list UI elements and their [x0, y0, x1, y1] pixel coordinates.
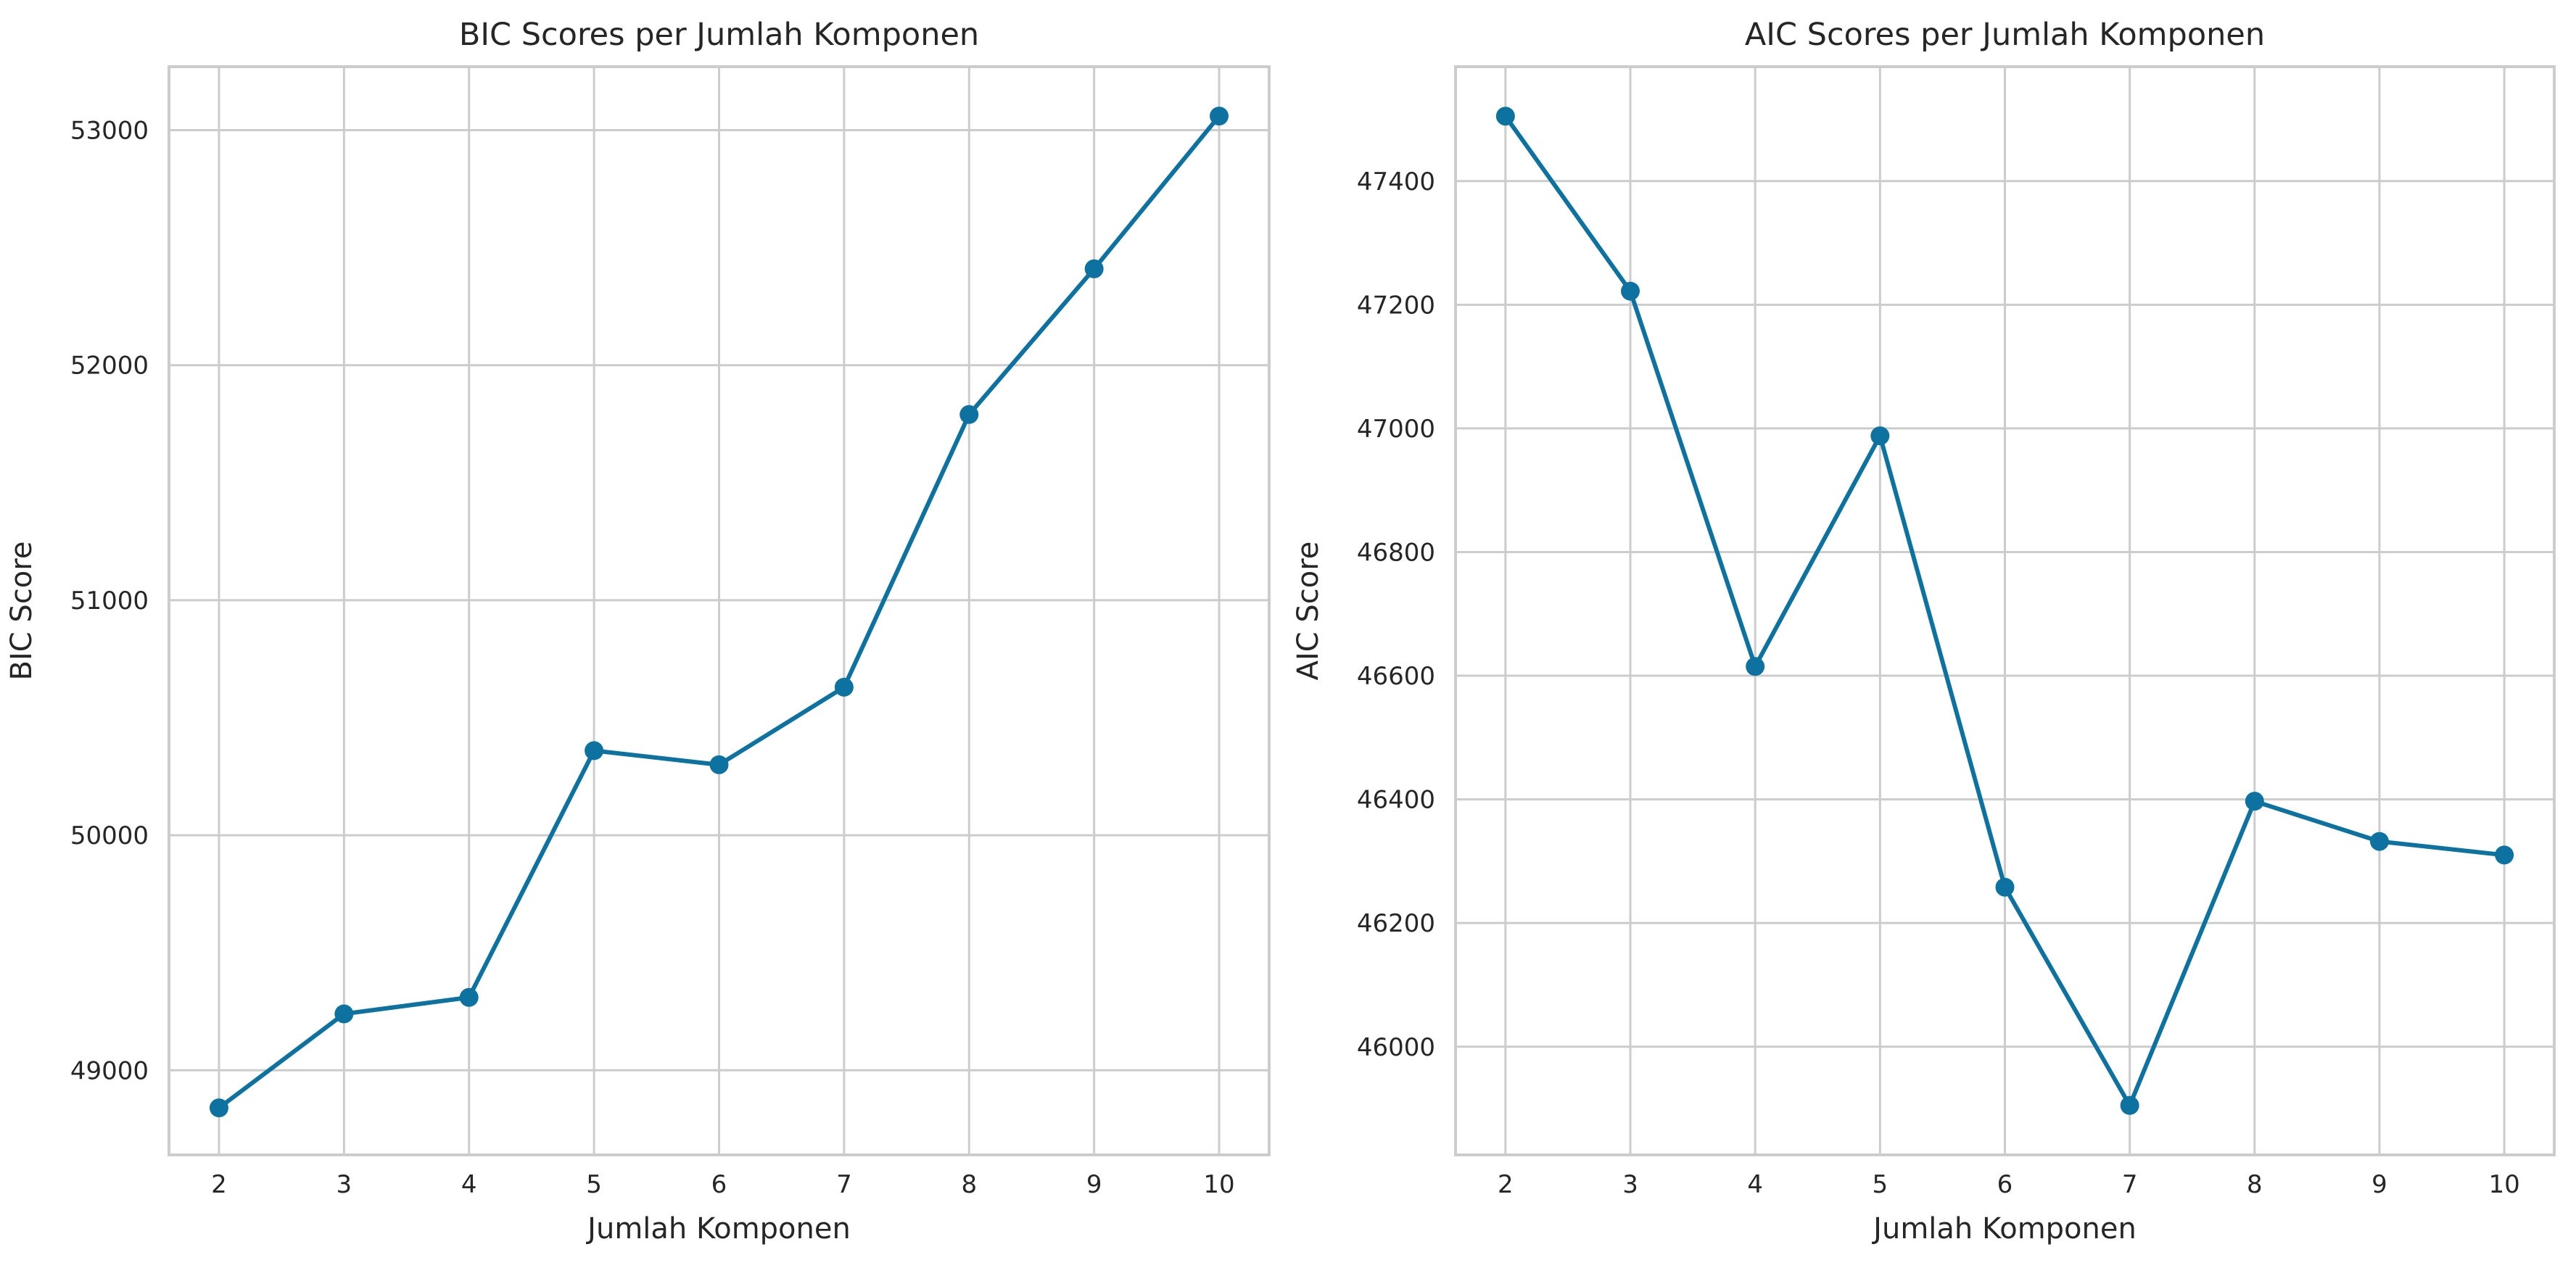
bic-x-tick-label: 2 — [211, 1170, 227, 1199]
aic-data-point — [1746, 657, 1765, 676]
aic-data-point — [1870, 426, 1890, 446]
bic-x-tick-label: 3 — [337, 1170, 352, 1199]
aic-y-tick-label: 47200 — [1357, 291, 1435, 320]
bic-x-tick-label: 5 — [586, 1170, 602, 1199]
aic-x-tick-label: 7 — [2122, 1170, 2138, 1199]
aic-y-tick-label: 47000 — [1357, 415, 1435, 444]
aic-x-tick-label: 3 — [1622, 1170, 1638, 1199]
bic-y-axis-label: BIC Score — [5, 542, 38, 681]
aic-data-point — [2120, 1095, 2139, 1115]
aic-data-point — [1621, 281, 1640, 301]
bic-data-point — [209, 1098, 228, 1118]
aic-y-tick-label: 46800 — [1357, 538, 1435, 567]
bic-y-tick-label: 50000 — [70, 821, 149, 850]
aic-chart: 2 3 4 5 6 7 8 9 10 46000 46200 46400 46600 46800 47000… — [1292, 17, 2556, 1246]
bic-chart: 2 3 4 5 6 7 8 9 10 49000 50000 51000 52000 53000 BIC S… — [5, 17, 1271, 1246]
bic-x-tick-label: 4 — [461, 1170, 477, 1199]
bic-chart-title: BIC Scores per Jumlah Komponen — [459, 17, 979, 53]
aic-y-tick-label: 46600 — [1357, 662, 1435, 691]
aic-axes-frame — [1454, 65, 2556, 1156]
bic-data-point — [334, 1004, 354, 1024]
bic-x-tick-label: 8 — [961, 1170, 977, 1199]
bic-data-point — [709, 755, 729, 774]
aic-x-axis-label: Jumlah Komponen — [1871, 1212, 2137, 1246]
aic-y-axis-label: AIC Score — [1292, 542, 1325, 681]
aic-y-tick-label: 47400 — [1357, 167, 1435, 196]
aic-x-tick-label: 10 — [2489, 1170, 2520, 1199]
aic-x-tick-label: 6 — [1997, 1170, 2013, 1199]
aic-data-point — [2369, 832, 2389, 851]
aic-chart-title: AIC Scores per Jumlah Komponen — [1745, 17, 2265, 53]
bic-x-tick-label: 6 — [711, 1170, 727, 1199]
bic-y-tick-label: 49000 — [70, 1056, 149, 1085]
bic-y-tick-label: 52000 — [70, 352, 149, 381]
aic-x-tick-label: 8 — [2247, 1170, 2263, 1199]
aic-x-tick-label: 9 — [2371, 1170, 2387, 1199]
bic-data-point — [459, 987, 479, 1007]
bic-data-point — [585, 741, 604, 761]
bic-data-point — [959, 405, 979, 424]
bic-x-tick-label: 10 — [1203, 1170, 1234, 1199]
bic-x-axis-label: Jumlah Komponen — [585, 1212, 851, 1246]
bic-data-point — [1210, 107, 1229, 126]
bic-y-tick-label: 53000 — [70, 117, 149, 146]
aic-x-tick-label: 2 — [1498, 1170, 1514, 1199]
bic-axes-frame — [168, 65, 1271, 1156]
aic-y-tick-label: 46000 — [1357, 1033, 1435, 1062]
aic-y-tick-label: 46400 — [1357, 786, 1435, 815]
bic-data-point — [834, 677, 854, 697]
aic-data-point — [2495, 845, 2514, 865]
aic-data-point — [1495, 107, 1515, 126]
aic-y-tick-label: 46200 — [1357, 909, 1435, 938]
bic-x-tick-label: 9 — [1086, 1170, 1102, 1199]
bic-y-tick-label: 51000 — [70, 587, 149, 616]
bic-x-tick-label: 7 — [836, 1170, 852, 1199]
aic-data-point — [1995, 877, 2015, 897]
aic-x-tick-label: 5 — [1873, 1170, 1888, 1199]
aic-data-point — [2245, 792, 2264, 811]
bic-data-point — [1084, 259, 1104, 278]
aic-x-tick-label: 4 — [1747, 1170, 1763, 1199]
